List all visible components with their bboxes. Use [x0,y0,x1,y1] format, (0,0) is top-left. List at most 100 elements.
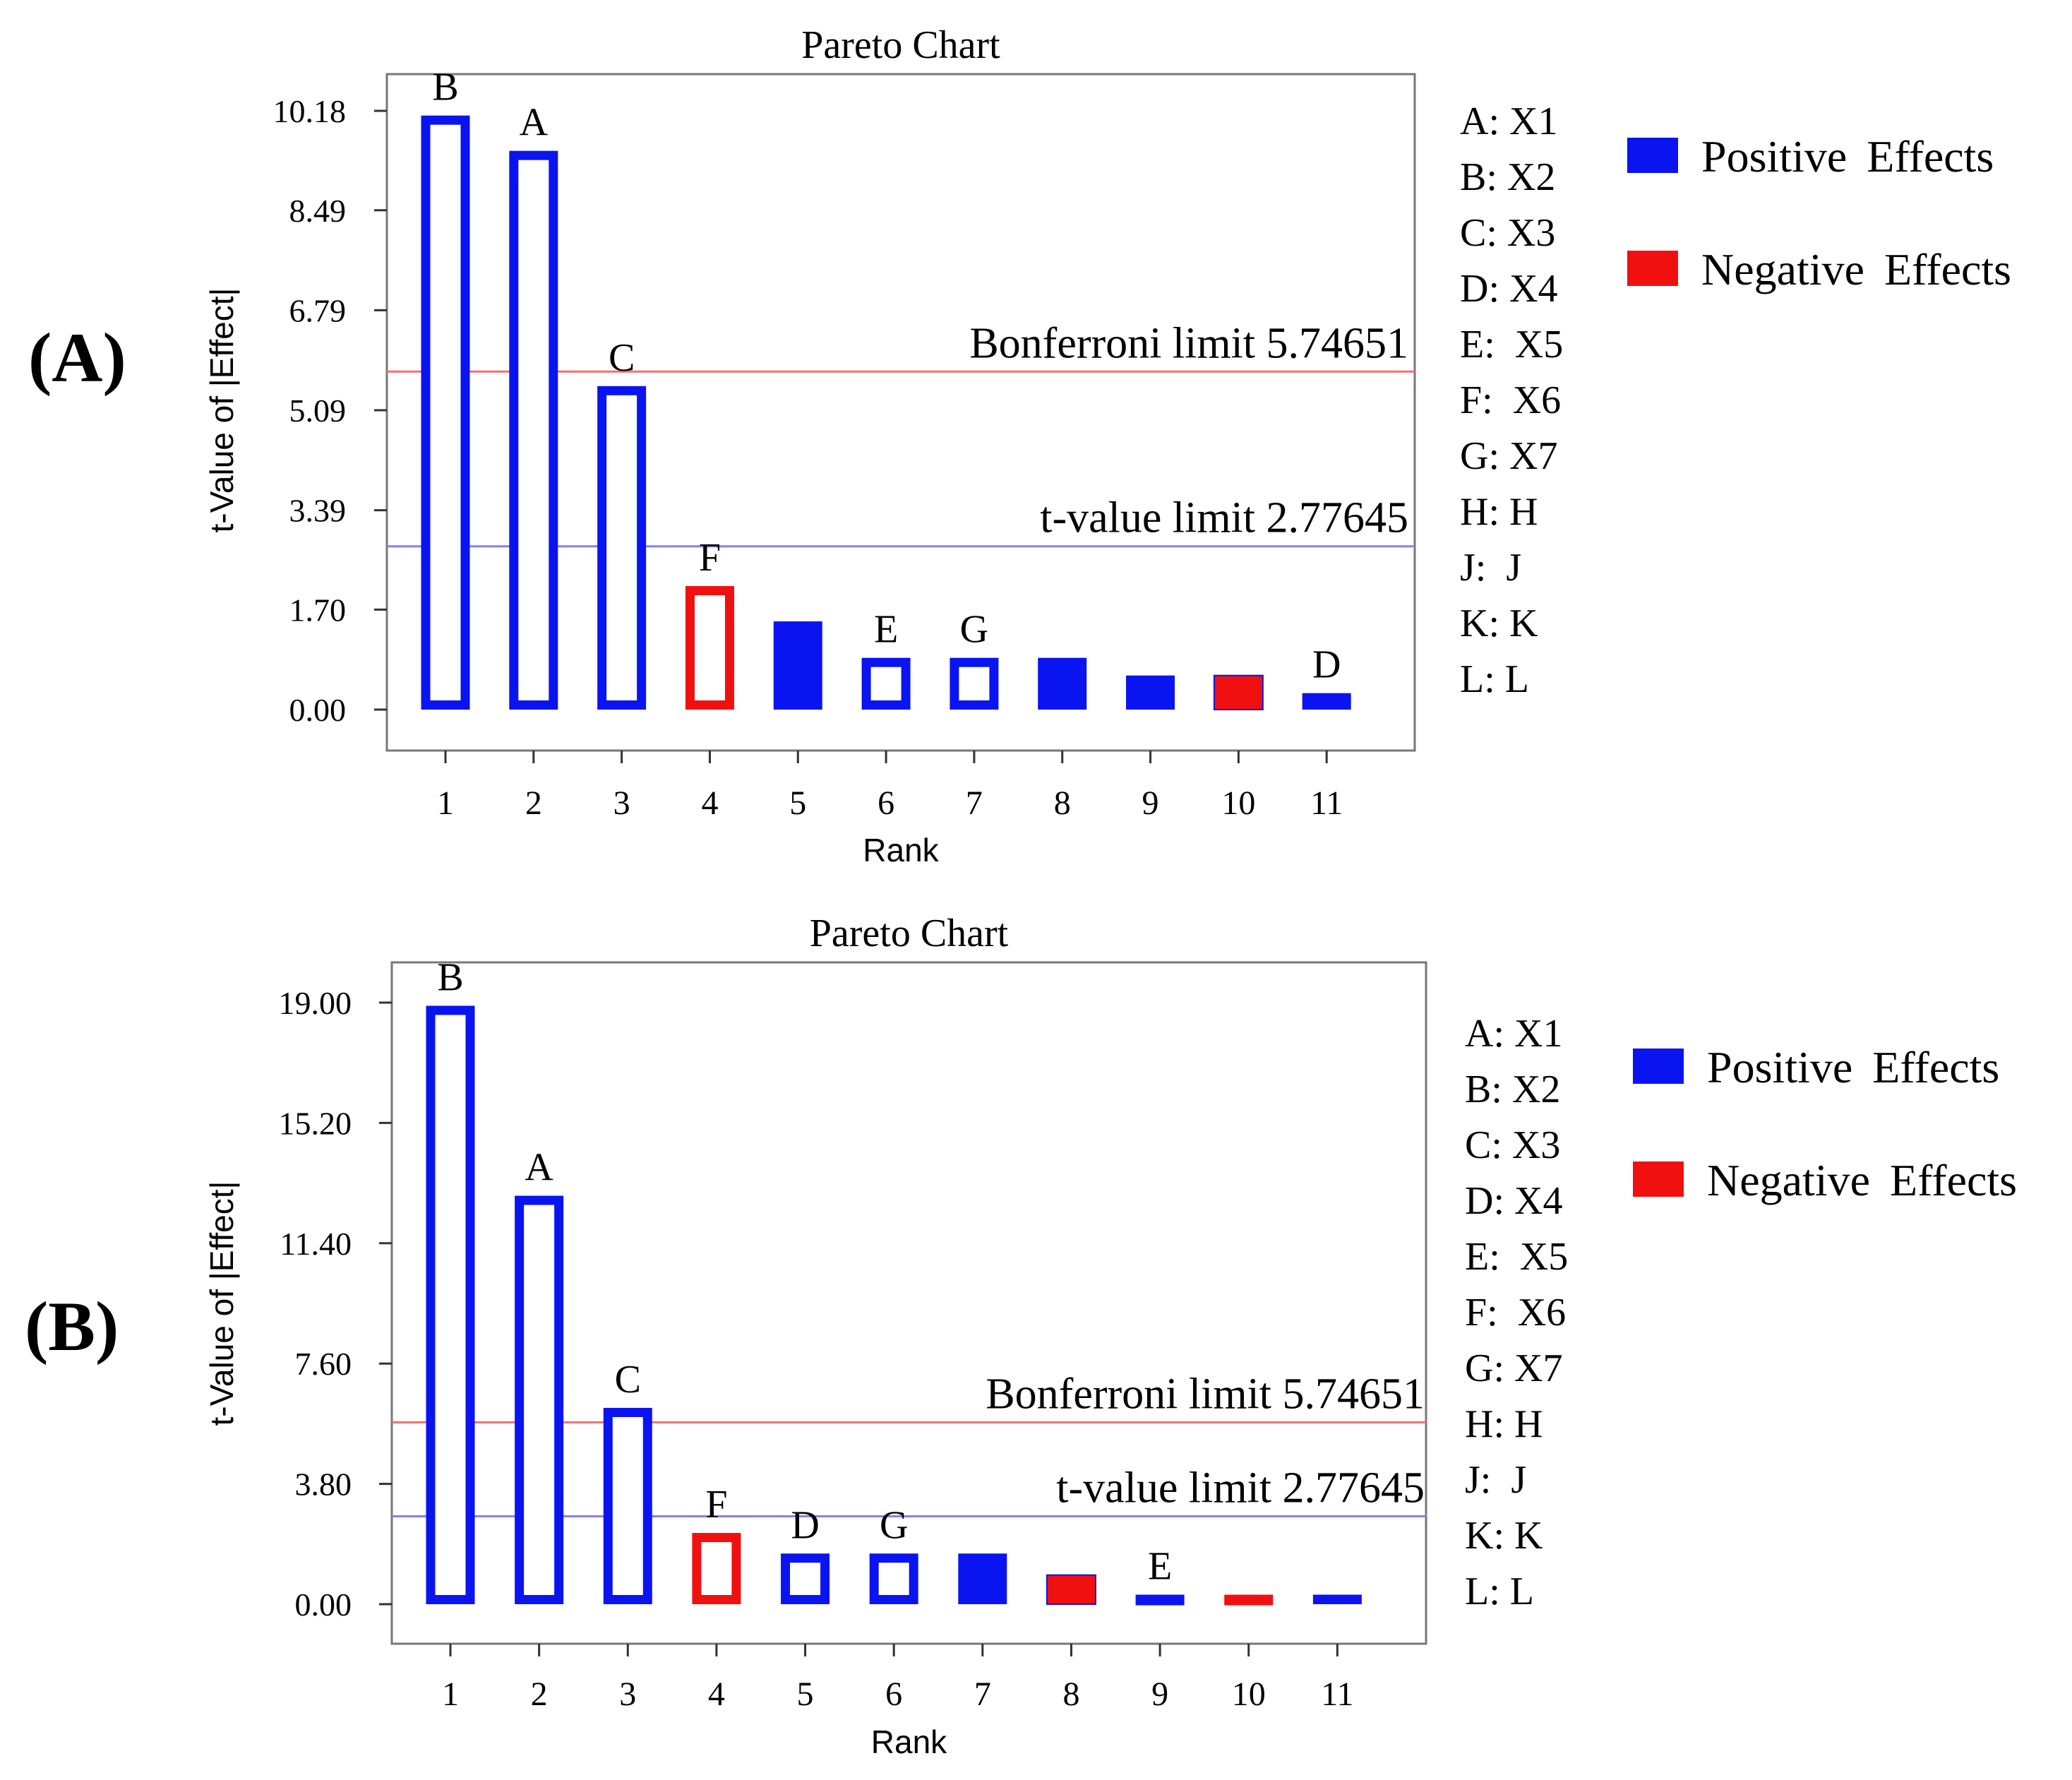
panel-label: (A) [28,318,126,397]
pareto-chart-b: (B) Pareto Chart 0.00 3.80 7.60 11.40 15.20 19.… [25,912,2017,1760]
x-tick-label: 11 [1321,1676,1353,1713]
y-tick-label: 0.00 [295,1587,352,1623]
reference-line-label: t-value limit 2.77645 [1056,1464,1425,1512]
bar-3 [603,1407,652,1605]
bar-label: E [1148,1545,1172,1589]
y-axis-label: t-Value of |Effect| [203,1181,240,1426]
bar-11 [1302,693,1351,710]
bar-1 [426,1005,475,1605]
bar-label: G [960,608,988,652]
x-tick-label: 6 [878,784,894,822]
bar-6 [861,657,911,710]
factor-legend-item: B: X2 [1465,1068,1560,1111]
factor-legend-item: F: X6 [1465,1291,1566,1334]
factor-legend-item: D: X4 [1465,1179,1562,1223]
y-tick-label: 6.79 [289,292,347,328]
bar-label: F [705,1483,727,1527]
x-tick-label: 7 [974,1676,991,1713]
x-tick-label: 6 [885,1676,902,1713]
effect-legend-label: Negative Effects [1701,244,2011,294]
reference-line-label: Bonferroni limit 5.74651 [969,319,1408,367]
bar-8 [1038,657,1087,710]
x-tick-label: 5 [789,784,806,822]
factor-legend-item: H: H [1460,490,1538,534]
factor-legend-item: E: X5 [1460,323,1563,366]
bar-label: G [880,1503,908,1547]
y-tick-label: 11.40 [280,1226,352,1262]
plot-frame [390,961,1427,1645]
effect-legend-label: Negative Effects [1707,1155,2017,1205]
chart-title: Pareto Chart [801,23,1000,67]
bar-7 [958,1553,1007,1604]
factor-legend-item: A: X1 [1460,100,1557,143]
reference-line-label: Bonferroni limit 5.74651 [986,1370,1425,1418]
bar-label: C [609,336,635,380]
y-tick-label: 3.80 [295,1467,352,1503]
y-tick-label: 19.00 [279,985,352,1021]
factor-legend-item: G: X7 [1465,1346,1562,1390]
x-tick-label: 7 [966,784,983,822]
pareto-chart-a: (A) Pareto Chart 0.00 1.70 3.39 5.09 6.79 8.49 1… [28,23,2011,868]
factor-legend-item: B: X2 [1460,155,1555,199]
effect-legend-label: Positive Effects [1701,131,1994,181]
factor-legend-item: J: J [1460,546,1521,590]
x-axis-label: Rank [863,832,939,868]
negative-effects-swatch [1633,1161,1684,1197]
bar-4 [692,1533,741,1604]
bar-2 [515,1195,564,1604]
bar-label: A [525,1146,553,1190]
bar-9 [1135,1594,1185,1606]
y-tick-label: 10.18 [273,93,347,129]
factor-legend-item: J: J [1465,1458,1526,1502]
x-tick-label: 9 [1151,1676,1168,1713]
positive-effects-swatch [1627,138,1678,173]
bar-5 [773,621,822,710]
bar-label: F [699,536,721,580]
chart-title: Pareto Chart [810,912,1009,955]
x-tick-label: 10 [1221,784,1255,822]
bar-10 [1224,1594,1274,1606]
y-tick-label: 0.00 [289,692,347,728]
factor-legend-item: C: X3 [1465,1123,1560,1167]
bar-4 [685,586,734,710]
bar-1 [421,115,470,710]
negative-effects-swatch [1627,251,1678,286]
factor-legend-item: G: X7 [1460,434,1557,478]
y-axis-label: t-Value of |Effect| [203,288,240,533]
factor-legend-item: E: X5 [1465,1235,1568,1279]
bar-label: C [615,1358,641,1402]
factor-legend-item: K: K [1465,1514,1543,1558]
factor-legend-item: L: L [1460,657,1529,701]
x-tick-label: 1 [437,784,454,822]
x-tick-label: 5 [797,1676,814,1713]
bar-label: B [437,955,463,999]
factor-legend-item: D: X4 [1460,267,1557,311]
factor-legend-item: H: H [1465,1402,1543,1446]
effect-legend-label: Positive Effects [1707,1042,1999,1092]
panel-label: (B) [25,1287,119,1366]
x-tick-label: 3 [619,1676,636,1713]
plot-frame [385,73,1416,752]
x-tick-label: 8 [1062,1676,1079,1713]
bar-10 [1213,674,1264,711]
factor-legend-item: L: L [1465,1570,1534,1613]
y-tick-label: 7.60 [295,1346,352,1382]
x-axis-label: Rank [871,1724,947,1760]
bar-label: B [432,66,458,109]
bar-label: E [874,608,898,652]
factor-legend-item: F: X6 [1460,378,1561,422]
y-tick-label: 3.39 [289,493,347,529]
x-tick-label: 1 [442,1676,459,1713]
reference-line-label: t-value limit 2.77645 [1040,494,1408,542]
y-tick-label: 15.20 [279,1105,352,1141]
bar-7 [950,657,999,710]
bar-label: D [791,1503,819,1547]
bar-6 [869,1553,918,1605]
x-tick-label: 2 [525,784,542,822]
bar-2 [509,150,558,710]
x-tick-label: 10 [1232,1676,1266,1713]
bar-5 [781,1553,830,1605]
x-tick-label: 8 [1054,784,1071,822]
bar-label: D [1312,643,1341,687]
